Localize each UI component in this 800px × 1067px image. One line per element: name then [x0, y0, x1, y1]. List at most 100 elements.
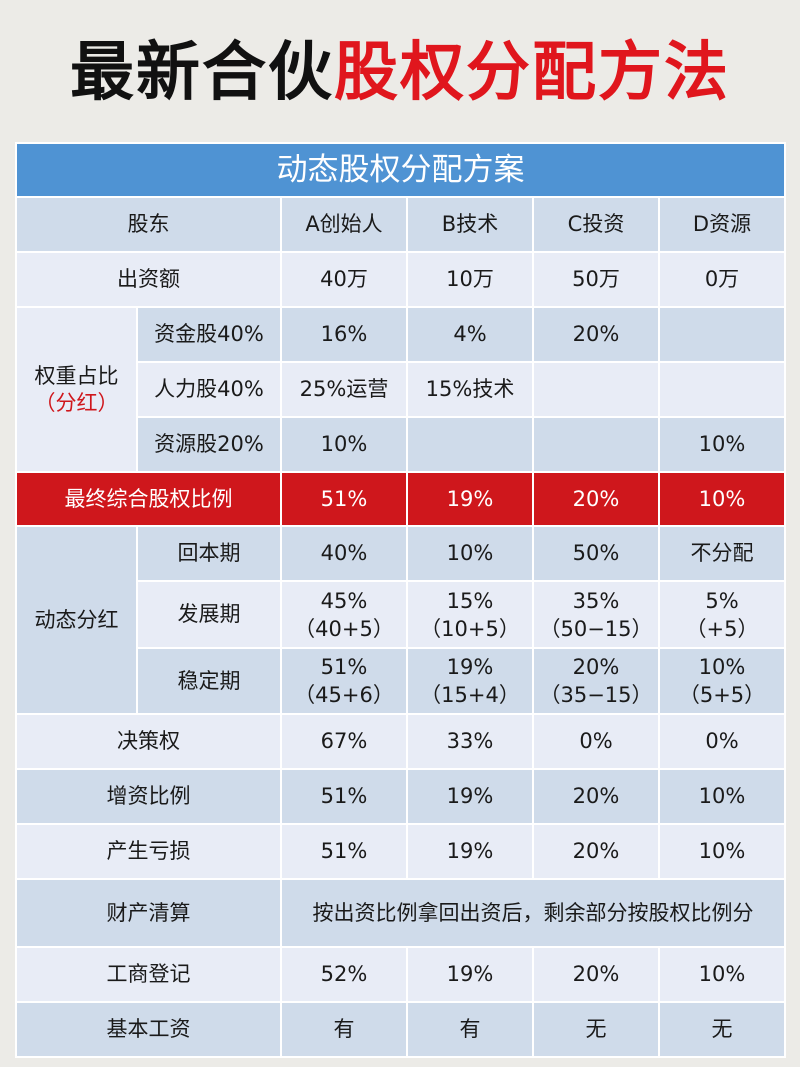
equity-table: 动态股权分配方案 股东 A创始人 B技术 C投资 D资源 出资额 40万 10万…: [15, 142, 786, 1058]
header-cell: D资源: [658, 196, 786, 253]
header-cell: B技术: [406, 196, 534, 253]
table-cell: 51%: [280, 471, 408, 527]
table-cell: 20%: [532, 946, 660, 1003]
cell-formula: （+5）: [685, 616, 759, 641]
table-cell: [532, 416, 660, 473]
header-label: 股东: [15, 196, 282, 253]
loss-row: 产生亏损 51% 19% 20% 10%: [15, 823, 786, 880]
cell-value: 35%: [572, 588, 620, 613]
row-label: 基本工资: [15, 1001, 282, 1058]
table-cell: 10%: [406, 525, 534, 582]
decision-row: 决策权 67% 33% 0% 0%: [15, 713, 786, 770]
salary-row: 基本工资 有 有 无 无: [15, 1001, 786, 1058]
table-cell: 45% （40+5）: [280, 580, 408, 649]
table-cell: 51%: [280, 768, 408, 825]
table-cell: 不分配: [658, 525, 786, 582]
cell-formula: （45+6）: [294, 683, 394, 707]
sub-label: 人力股40%: [136, 361, 282, 418]
dynamic-row-payback: 动态分红 回本期 40% 10% 50% 不分配: [15, 525, 786, 715]
table-cell: 50万: [532, 251, 660, 308]
cell-formula: （10+5）: [420, 616, 520, 641]
weight-sublabel: （分红）: [34, 390, 119, 415]
table-cell: 10% （5+5）: [658, 647, 786, 715]
row-label: 最终综合股权比例: [15, 471, 282, 527]
cell-value: 20%: [572, 655, 620, 679]
weight-row-capital: 权重占比 （分红） 资金股40% 16% 4% 20%: [15, 306, 786, 473]
table-cell: 16%: [280, 306, 408, 363]
sub-label: 资金股40%: [136, 306, 282, 363]
cell-value: 51%: [320, 655, 368, 679]
table-cell: 10%: [658, 768, 786, 825]
cell-formula: （15+4）: [420, 683, 520, 707]
table-cell: 19% （15+4）: [406, 647, 534, 715]
table-cell: 10%: [658, 823, 786, 880]
table-cell: 19%: [406, 471, 534, 527]
table-cell: 20%: [532, 768, 660, 825]
table-cell: 有: [280, 1001, 408, 1058]
registration-row: 工商登记 52% 19% 20% 10%: [15, 946, 786, 1003]
capital-row: 出资额 40万 10万 50万 0万: [15, 251, 786, 308]
table-cell: 51% （45+6）: [280, 647, 408, 715]
table-cell: 10%: [658, 471, 786, 527]
table-cell: 50%: [532, 525, 660, 582]
sub-label: 资源股20%: [136, 416, 282, 473]
table-cell: 10%: [658, 416, 786, 473]
table-cell: [658, 361, 786, 418]
table-banner-row: 动态股权分配方案: [15, 142, 786, 198]
table-cell: 40万: [280, 251, 408, 308]
weight-row-resource: 资源股20% 10% 10%: [16, 416, 786, 473]
table-banner: 动态股权分配方案: [15, 142, 786, 198]
cell-value: 45%: [320, 588, 368, 613]
weight-label: 权重占比: [34, 363, 119, 388]
increase-row: 增资比例 51% 19% 20% 10%: [15, 768, 786, 825]
cell-formula: （50−15）: [539, 616, 653, 641]
cell-formula: （5+5）: [678, 683, 766, 707]
header-cell: A创始人: [280, 196, 408, 253]
sub-label: 回本期: [136, 525, 282, 582]
table-cell: 15% （10+5）: [406, 580, 534, 649]
table-cell: 10%: [280, 416, 408, 473]
dynamic-row-growth: 发展期 45% （40+5） 15% （10+5） 35% （50−15） 5% （+5…: [16, 580, 786, 649]
row-label: 产生亏损: [15, 823, 282, 880]
header-row: 股东 A创始人 B技术 C投资 D资源: [15, 196, 786, 253]
sub-label: 稳定期: [136, 647, 282, 715]
table-cell: 20%: [532, 306, 660, 363]
cell-value: 19%: [446, 655, 494, 679]
table-cell: 33%: [406, 713, 534, 770]
table-cell: 0%: [658, 713, 786, 770]
table-cell: 有: [406, 1001, 534, 1058]
table-cell: 19%: [406, 946, 534, 1003]
table-cell: 10万: [406, 251, 534, 308]
table-cell: 4%: [406, 306, 534, 363]
table-cell: 0%: [532, 713, 660, 770]
title-part-red: 股权分配方法: [334, 36, 730, 110]
header-cell: C投资: [532, 196, 660, 253]
property-row: 财产清算 按出资比例拿回出资后，剩余部分按股权比例分: [15, 878, 786, 948]
row-label: 决策权: [15, 713, 282, 770]
row-label: 增资比例: [15, 768, 282, 825]
cell-value: 10%: [698, 655, 746, 679]
dynamic-row-stable: 稳定期 51% （45+6） 19% （15+4） 20% （35−15） 10% （5…: [16, 647, 786, 715]
table-cell: 35% （50−15）: [532, 580, 660, 649]
cell-value: 5%: [705, 588, 739, 613]
cell-formula: （40+5）: [294, 616, 394, 641]
table-cell: 0万: [658, 251, 786, 308]
table-cell: 15%技术: [406, 361, 534, 418]
table-cell: 20%: [532, 823, 660, 880]
table-cell: 20% （35−15）: [532, 647, 660, 715]
table-cell: 25%运营: [280, 361, 408, 418]
table-cell: 67%: [280, 713, 408, 770]
table-cell: 40%: [280, 525, 408, 582]
cell-formula: （35−15）: [539, 683, 653, 707]
row-label: 工商登记: [15, 946, 282, 1003]
cell-value: 15%: [446, 588, 494, 613]
table-cell: [406, 416, 534, 473]
final-equity-row: 最终综合股权比例 51% 19% 20% 10%: [15, 471, 786, 527]
table-cell: 5% （+5）: [658, 580, 786, 649]
table-cell: 19%: [406, 768, 534, 825]
row-label: 出资额: [15, 251, 282, 308]
table-cell: 51%: [280, 823, 408, 880]
table-cell: 20%: [532, 471, 660, 527]
weight-row-labor: 人力股40% 25%运营 15%技术: [16, 361, 786, 418]
table-cell: 52%: [280, 946, 408, 1003]
